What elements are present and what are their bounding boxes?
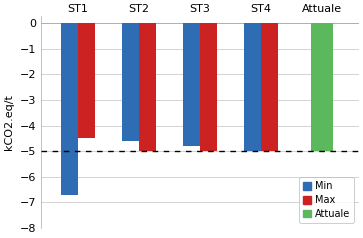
Bar [61, 23, 78, 195]
Bar [183, 23, 200, 146]
Y-axis label: kCO2.eq/t: kCO2.eq/t [4, 94, 14, 150]
Legend: Min, Max, Attuale: Min, Max, Attuale [299, 177, 354, 223]
Bar [78, 23, 95, 138]
Bar [244, 23, 261, 151]
Bar [122, 23, 139, 141]
Bar [261, 23, 278, 151]
Bar [200, 23, 217, 151]
Bar [139, 23, 156, 151]
Bar [311, 23, 333, 151]
